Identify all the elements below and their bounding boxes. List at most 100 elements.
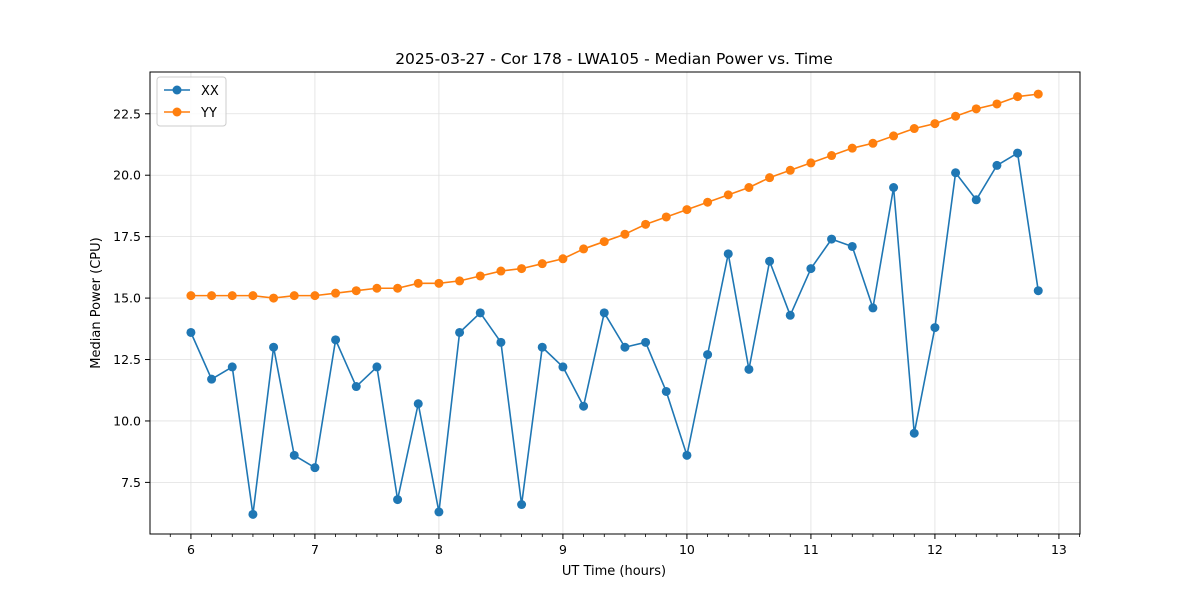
x-tick-label: 10 bbox=[679, 542, 695, 557]
series-xx-point bbox=[641, 337, 651, 347]
series-yy-point bbox=[186, 291, 196, 301]
y-tick-label: 17.5 bbox=[113, 229, 141, 244]
series-yy-point bbox=[868, 138, 878, 148]
series-xx-point bbox=[951, 168, 961, 178]
series-yy-point bbox=[661, 212, 671, 222]
series-yy-point bbox=[641, 219, 651, 229]
series-xx-point bbox=[847, 241, 857, 251]
series-xx-point bbox=[703, 350, 713, 360]
series-xx-point bbox=[496, 337, 506, 347]
series-xx-point bbox=[393, 495, 403, 505]
y-tick-label: 10.0 bbox=[113, 413, 141, 428]
series-yy-point bbox=[889, 131, 899, 141]
series-yy-point bbox=[496, 266, 506, 276]
x-axis-label: UT Time (hours) bbox=[562, 564, 666, 579]
series-yy-point bbox=[827, 151, 837, 161]
series-xx-point bbox=[744, 364, 754, 374]
series-yy-point bbox=[1033, 89, 1043, 99]
x-axis-ticks: 6 7 8 9 10 11 12 13 bbox=[169, 534, 1081, 557]
series-yy-point bbox=[475, 271, 485, 281]
series-xx-point bbox=[227, 362, 237, 372]
series-xx-point bbox=[889, 183, 899, 192]
x-tick-label: 12 bbox=[927, 542, 943, 557]
series-xx-point bbox=[620, 342, 630, 352]
y-tick-label: 15.0 bbox=[113, 291, 141, 306]
series-yy-point bbox=[289, 291, 299, 301]
series-xx-line bbox=[190, 152, 1040, 516]
series-xx-point bbox=[579, 401, 589, 411]
series-xx bbox=[186, 148, 1043, 519]
x-tick-label: 11 bbox=[803, 542, 819, 557]
legend: XX YY bbox=[156, 76, 227, 127]
series-xx-point bbox=[785, 310, 795, 320]
series-xx-point bbox=[599, 308, 609, 318]
y-tick-label: 12.5 bbox=[113, 352, 141, 367]
series-yy-point bbox=[455, 276, 465, 286]
series-xx-point bbox=[310, 463, 320, 473]
series-yy-point bbox=[434, 278, 444, 288]
series-xx-point bbox=[992, 160, 1002, 170]
series-yy-point bbox=[558, 254, 568, 264]
y-axis-ticks: 7.5 10.0 12.5 15.0 17.5 20.0 22.5 bbox=[113, 106, 150, 490]
legend-xx-marker bbox=[172, 85, 182, 95]
series-xx-point bbox=[1013, 148, 1023, 158]
series-yy-point bbox=[806, 158, 816, 168]
series-xx-point bbox=[434, 507, 444, 517]
y-tick-label: 22.5 bbox=[113, 106, 141, 121]
series-xx-point bbox=[558, 362, 568, 372]
x-tick-label: 13 bbox=[1051, 542, 1067, 557]
series-xx-point bbox=[827, 234, 837, 244]
series-xx-point bbox=[806, 264, 816, 274]
series-yy-point bbox=[847, 143, 857, 153]
series-yy-point bbox=[765, 173, 775, 183]
series-xx-point bbox=[248, 509, 258, 519]
series-yy-point bbox=[579, 244, 589, 254]
series-yy-point bbox=[372, 283, 382, 293]
y-tick-label: 20.0 bbox=[113, 168, 141, 183]
series-xx-point bbox=[909, 428, 919, 438]
series-xx-point bbox=[269, 342, 279, 352]
series-yy-point bbox=[227, 291, 237, 301]
series-xx-point bbox=[723, 249, 733, 259]
legend-yy-label: YY bbox=[200, 106, 217, 121]
x-tick-label: 8 bbox=[435, 542, 443, 557]
series-yy bbox=[186, 89, 1043, 303]
series-yy-point bbox=[682, 205, 692, 215]
series-xx-point bbox=[661, 386, 671, 396]
series-yy-point bbox=[207, 291, 217, 301]
series-yy-point bbox=[723, 190, 733, 200]
legend-yy-marker bbox=[172, 107, 182, 117]
y-tick-label: 7.5 bbox=[121, 475, 141, 490]
series-yy-point bbox=[331, 288, 341, 298]
series-xx-point bbox=[765, 256, 775, 266]
series-xx-point bbox=[475, 308, 485, 318]
series-yy-line bbox=[190, 93, 1039, 299]
series-yy-point bbox=[703, 197, 713, 207]
x-tick-label: 6 bbox=[187, 542, 195, 557]
series-yy-point bbox=[951, 111, 961, 121]
series-xx-point bbox=[289, 450, 299, 460]
series-xx-point bbox=[868, 303, 878, 313]
series-xx-point bbox=[971, 195, 981, 205]
series-yy-point bbox=[310, 291, 320, 301]
grid-lines bbox=[150, 72, 1080, 534]
chart-title: 2025-03-27 - Cor 178 - LWA105 - Median P… bbox=[395, 50, 833, 68]
series-xx-point bbox=[207, 374, 217, 384]
series-xx-point bbox=[537, 342, 547, 352]
series-yy-point bbox=[971, 104, 981, 114]
series-yy-point bbox=[537, 259, 547, 269]
series-yy-point bbox=[744, 183, 754, 192]
series-yy-point bbox=[785, 165, 795, 175]
series-layer bbox=[186, 89, 1043, 519]
series-yy-point bbox=[413, 278, 423, 288]
x-tick-label: 9 bbox=[559, 542, 567, 557]
series-yy-point bbox=[269, 293, 279, 303]
y-axis-label: Median Power (CPU) bbox=[89, 237, 104, 368]
series-yy-point bbox=[248, 291, 258, 301]
series-xx-point bbox=[372, 362, 382, 372]
series-xx-point bbox=[517, 500, 527, 510]
series-yy-point bbox=[517, 264, 527, 274]
series-yy-point bbox=[351, 286, 361, 296]
series-xx-point bbox=[186, 327, 196, 337]
